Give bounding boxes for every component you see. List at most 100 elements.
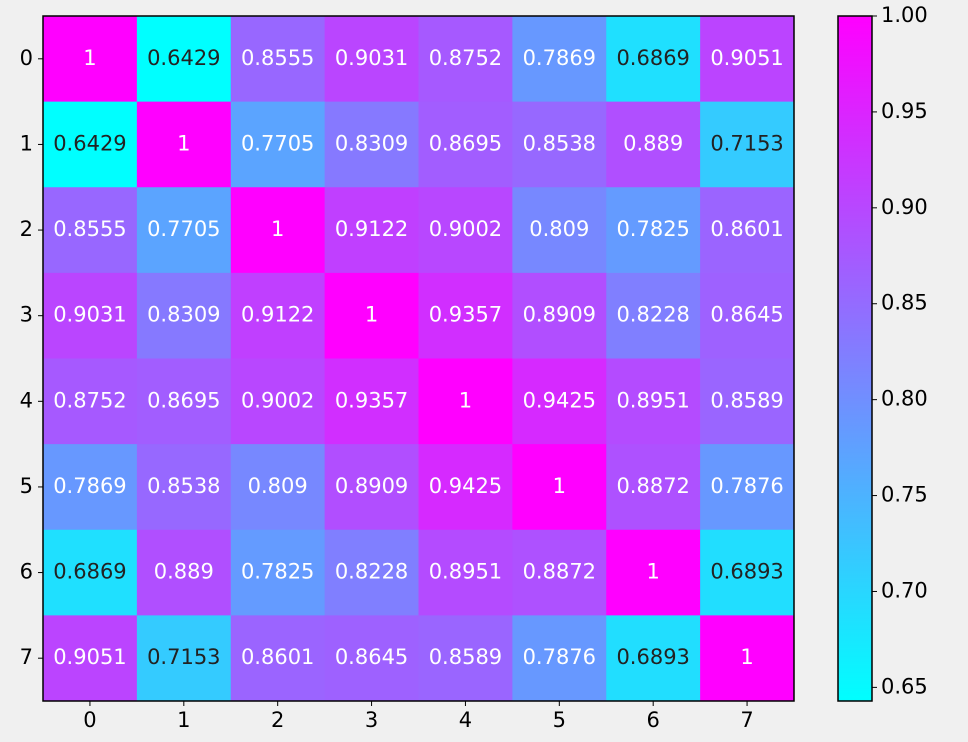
- cell-label: 0.8555: [241, 46, 314, 70]
- cell-label: 0.8872: [616, 474, 689, 498]
- cell: [43, 272, 138, 359]
- cell-label: 1: [271, 217, 284, 241]
- cell: [606, 529, 701, 616]
- cell-label: 1: [459, 388, 472, 412]
- cell: [418, 358, 513, 445]
- cell-label: 0.8909: [335, 474, 408, 498]
- cell-label: 0.9002: [429, 217, 502, 241]
- cell: [418, 16, 513, 103]
- y-tick-label: 3: [20, 303, 33, 327]
- cell: [136, 101, 232, 188]
- cell: [700, 272, 795, 359]
- cell-label: 0.6429: [147, 46, 220, 70]
- cell-label: 0.8601: [241, 645, 314, 669]
- cell-label: 0.9425: [429, 474, 502, 498]
- y-tick-label: 7: [20, 645, 33, 669]
- cell-label: 0.9357: [429, 303, 502, 327]
- y-tick-label: 0: [20, 46, 33, 70]
- cell: [43, 444, 138, 531]
- x-tick-label: 7: [740, 708, 753, 732]
- cell-label: 0.889: [154, 560, 214, 584]
- cell: [512, 529, 607, 616]
- cell-label: 0.6869: [616, 46, 689, 70]
- cell-label: 0.7153: [710, 131, 783, 155]
- cell-label: 0.809: [248, 474, 308, 498]
- cell-label: 0.8752: [53, 388, 126, 412]
- cell: [418, 444, 513, 531]
- cell: [418, 272, 513, 359]
- cell: [230, 187, 326, 274]
- x-tick-label: 4: [459, 708, 472, 732]
- cell-label: 0.9122: [335, 217, 408, 241]
- colorbar-tick-label: 0.65: [881, 674, 928, 698]
- cell: [512, 101, 607, 188]
- colorbar-tick-label: 1.00: [881, 3, 928, 27]
- cell-label: 0.9051: [710, 46, 783, 70]
- y-tick-label: 6: [20, 560, 33, 584]
- cell-label: 0.7825: [616, 217, 689, 241]
- cell-label: 0.8555: [53, 217, 126, 241]
- colorbar-tick-label: 0.95: [881, 99, 928, 123]
- cell: [700, 444, 795, 531]
- cell: [700, 358, 795, 445]
- cell: [230, 16, 326, 103]
- cell: [324, 101, 419, 188]
- cell-label: 0.6429: [53, 131, 126, 155]
- colorbar-tick-label: 0.90: [881, 195, 928, 219]
- cell-label: 0.7705: [147, 217, 220, 241]
- cell-label: 0.7869: [53, 474, 126, 498]
- cell-label: 0.7876: [710, 474, 783, 498]
- cell: [324, 615, 419, 702]
- cell-label: 0.8909: [523, 303, 596, 327]
- cell: [136, 529, 232, 616]
- cell: [324, 358, 419, 445]
- cell-label: 1: [365, 303, 378, 327]
- cell: [324, 187, 419, 274]
- cell: [230, 529, 326, 616]
- y-tick-label: 1: [20, 131, 33, 155]
- cell-label: 0.8538: [147, 474, 220, 498]
- colorbar-tick-label: 0.70: [881, 578, 928, 602]
- cell: [700, 16, 795, 103]
- cell-label: 0.7876: [523, 645, 596, 669]
- cell-label: 0.9425: [523, 388, 596, 412]
- colorbar-tick-label: 0.75: [881, 483, 928, 507]
- cell: [324, 272, 419, 359]
- cell-label: 0.9002: [241, 388, 314, 412]
- plot-frame: [42, 15, 795, 702]
- cell-label: 0.9031: [335, 46, 408, 70]
- colorbar-tick-label: 0.85: [881, 291, 928, 315]
- cell-label: 0.8951: [429, 560, 502, 584]
- cell-label: 0.7825: [241, 560, 314, 584]
- x-tick-label: 6: [647, 708, 660, 732]
- cell-label: 0.8309: [335, 131, 408, 155]
- cell-label: 0.8645: [710, 303, 783, 327]
- cell-label: 0.9122: [241, 303, 314, 327]
- cell-label: 0.7153: [147, 645, 220, 669]
- cell-label: 0.8309: [147, 303, 220, 327]
- x-tick-label: 2: [271, 708, 284, 732]
- cell-label: 0.8589: [429, 645, 502, 669]
- cell-label: 0.8645: [335, 645, 408, 669]
- cell-label: 1: [647, 560, 660, 584]
- cell: [230, 615, 326, 702]
- cell-label: 0.809: [529, 217, 589, 241]
- x-tick-label: 1: [177, 708, 190, 732]
- cell: [700, 615, 795, 702]
- cell: [230, 272, 326, 359]
- cell-label: 0.8695: [147, 388, 220, 412]
- cell-label: 0.8589: [710, 388, 783, 412]
- cell: [700, 101, 795, 188]
- cell-label: 0.8951: [616, 388, 689, 412]
- cell: [606, 444, 701, 531]
- y-tick-label: 4: [20, 388, 33, 412]
- cell: [324, 529, 419, 616]
- cell: [606, 16, 701, 103]
- cell: [136, 187, 232, 274]
- cell-label: 0.9051: [53, 645, 126, 669]
- cell: [606, 615, 701, 702]
- x-tick-label: 5: [553, 708, 566, 732]
- cell-label: 0.6893: [616, 645, 689, 669]
